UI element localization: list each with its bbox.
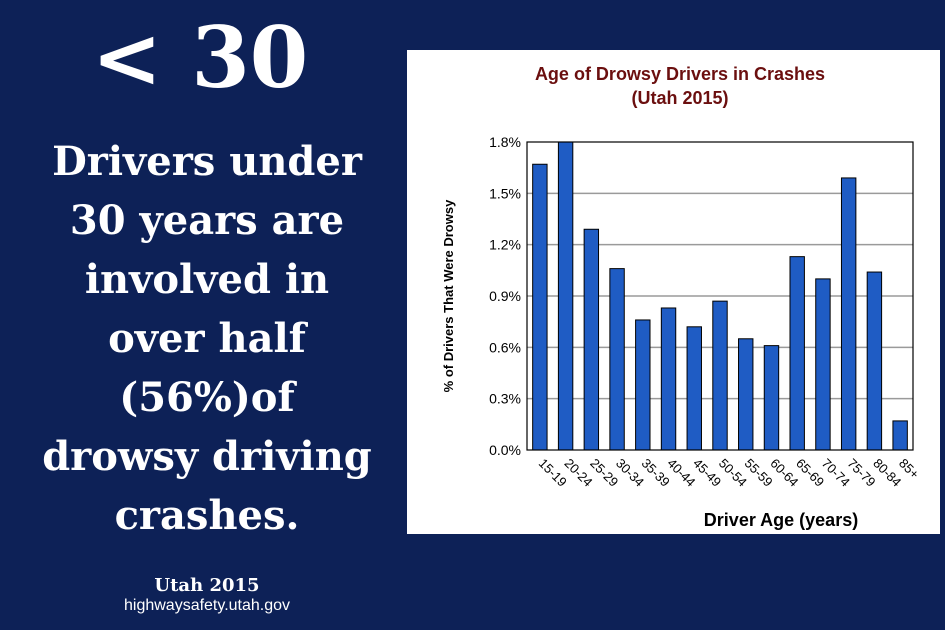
y-tick-label: 0.6% [489,339,521,355]
y-tick-label: 0.3% [489,391,521,407]
plot-frame [526,141,914,451]
bar [583,228,600,451]
x-axis-label: Driver Age (years) [704,510,858,530]
x-tick-label: 75-79 [845,456,879,490]
bar [686,326,702,451]
bar [815,278,831,451]
footer-year: Utah 2015 [154,575,260,596]
body-line: 30 years are [69,197,345,244]
y-tick-label: 0.0% [489,442,521,458]
body-line: crashes. [114,492,300,539]
body-text: Drivers under 30 years are involved in o… [0,132,414,545]
bar [660,307,677,451]
body-line: drowsy driving [42,433,372,480]
headline: < 30 [91,8,309,107]
x-tick-label: 45-49 [690,456,724,490]
bar [738,338,754,451]
x-tick-label: 25-29 [587,456,621,490]
bar [840,177,857,451]
x-tick-label: 40-44 [664,456,698,490]
bar [635,319,651,451]
x-tick-label: 60-64 [767,456,801,490]
x-tick-label: 20-24 [561,456,595,490]
y-axis-label: % of Drivers That Were Drowsy [441,199,456,392]
chart-subtitle: (Utah 2015) [631,88,728,108]
x-tick-label: 80-84 [870,456,904,490]
body-line: Drivers under [52,138,362,185]
y-tick-label: 1.2% [489,237,521,253]
bar [557,141,574,451]
y-tick-labels: 0.0% 0.3% 0.6% 0.9% 1.2% 1.5% 1.8% [489,134,521,458]
x-tick-label: 30-34 [613,456,647,490]
bar [712,300,728,451]
x-tick-label: 15-19 [536,456,570,490]
x-tick-label: 65-69 [793,456,827,490]
body-line: over half [108,315,306,362]
chart-panel: Age of Drowsy Drivers in Crashes (Utah 2… [407,50,940,534]
x-tick-labels: 15-1920-2425-2930-3435-3940-4445-4950-54… [536,456,922,490]
body-line: (56%)of [119,374,295,421]
body-line: involved in [84,256,330,303]
chart-title: Age of Drowsy Drivers in Crashes [535,64,825,84]
x-tick-label: 50-54 [716,456,750,490]
bar [763,345,780,451]
y-tick-label: 1.8% [489,134,521,150]
bar [866,271,883,451]
x-tick-label: 70-74 [819,456,853,490]
bar [532,163,548,451]
footer-url: highwaysafety.utah.gov [123,597,291,614]
bar [892,420,908,451]
bar [609,268,625,451]
bar-chart: Age of Drowsy Drivers in Crashes (Utah 2… [441,64,922,530]
y-tick-label: 1.5% [489,185,521,201]
x-tick-label: 35-39 [639,456,673,490]
x-tick-label: 55-59 [742,456,776,490]
y-tick-label: 0.9% [489,288,521,304]
bar [789,256,805,451]
